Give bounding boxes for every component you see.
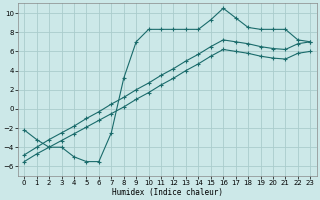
X-axis label: Humidex (Indice chaleur): Humidex (Indice chaleur) — [112, 188, 223, 197]
